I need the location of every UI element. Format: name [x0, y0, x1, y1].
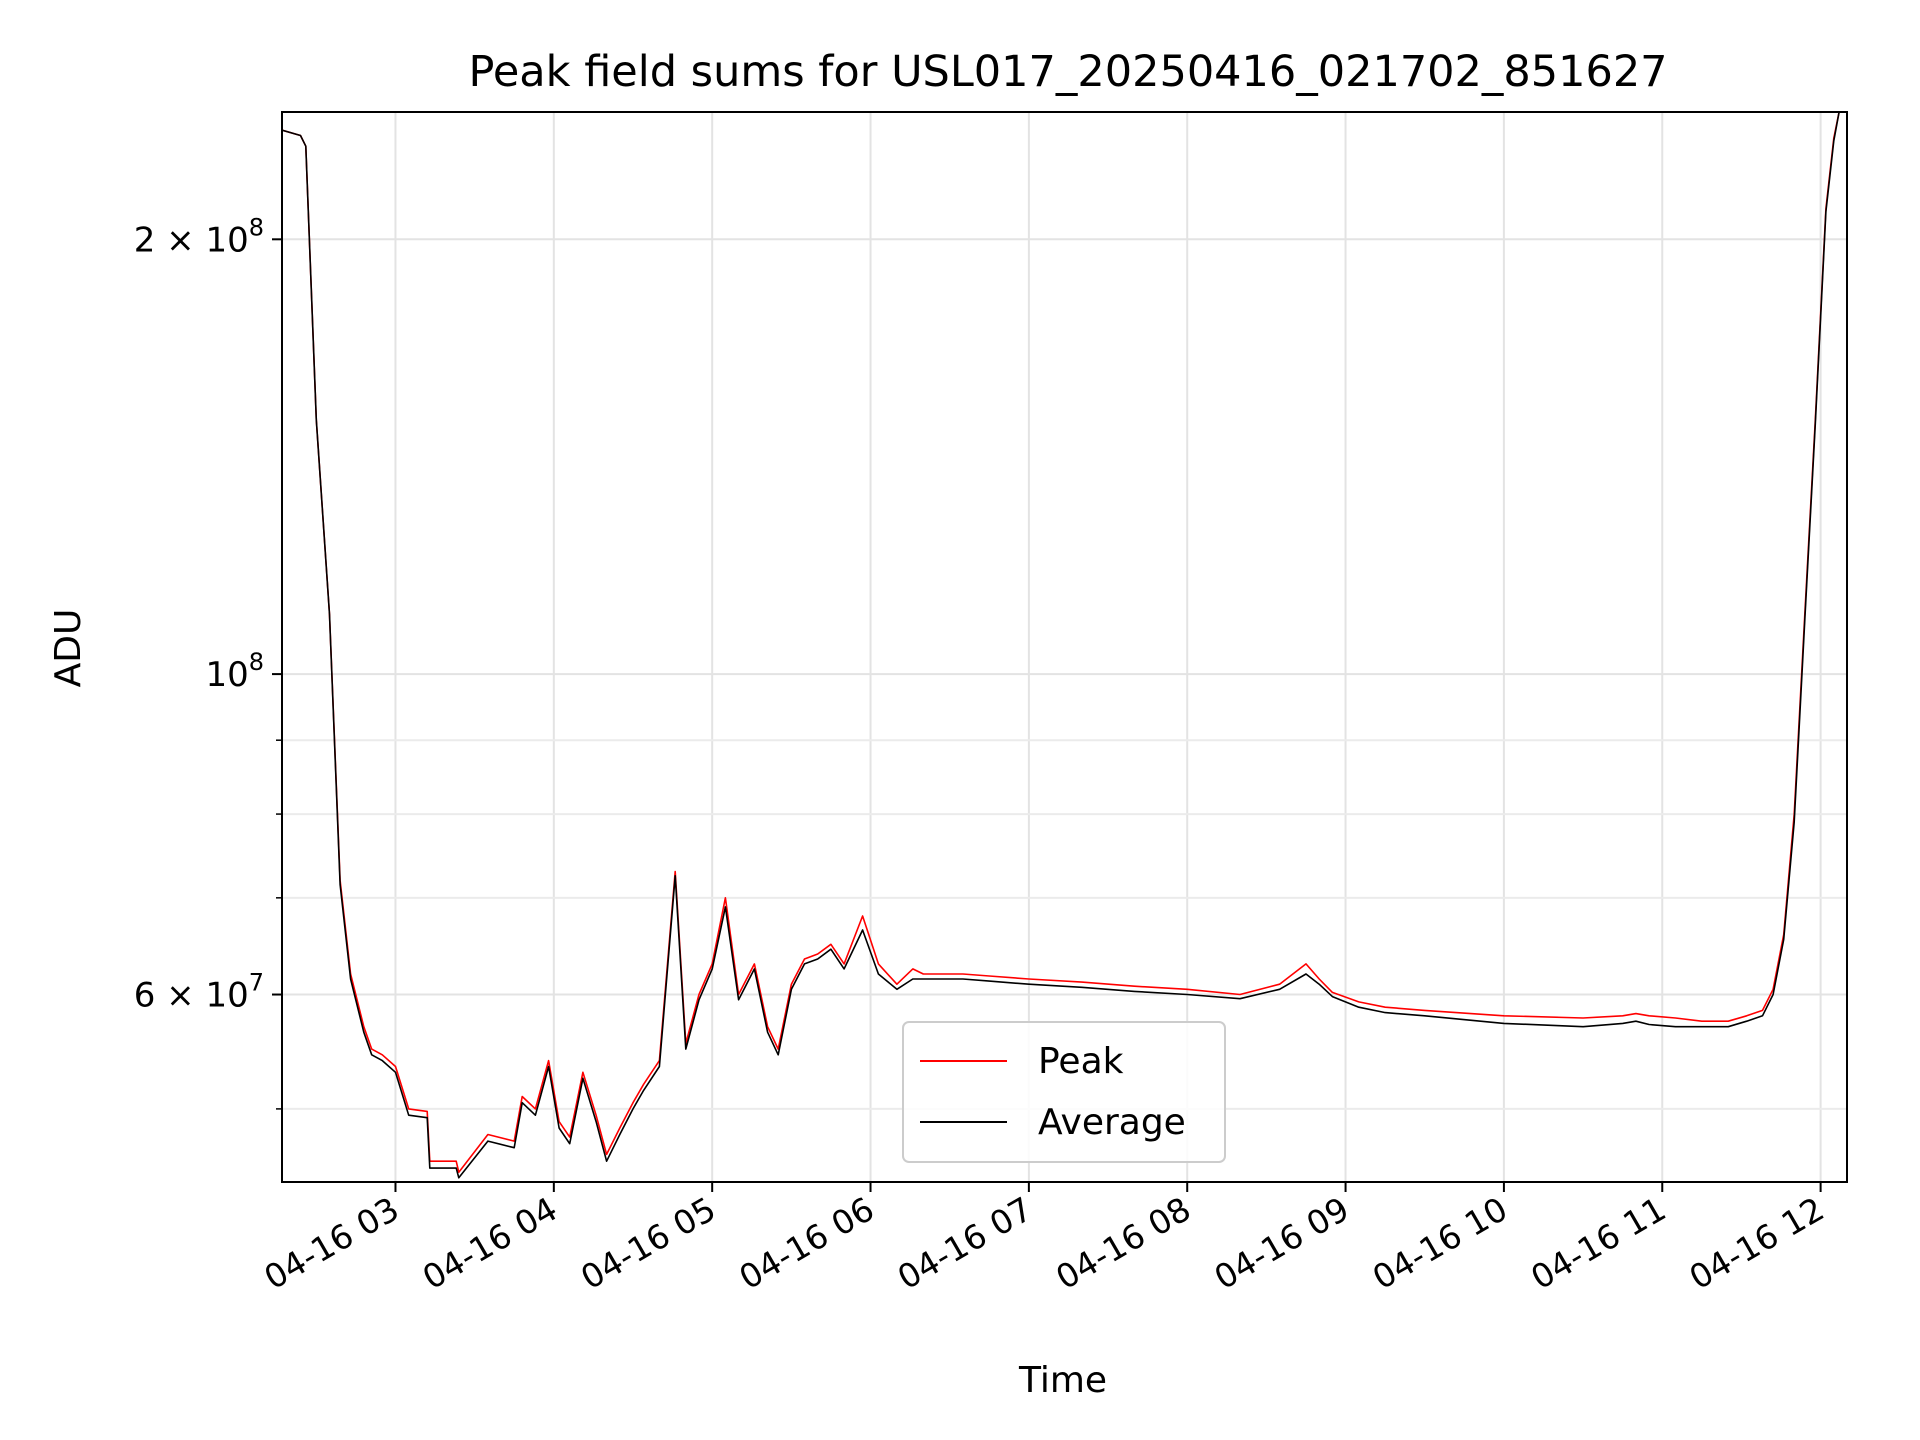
y-tick-label-exponent: 8 — [249, 648, 264, 676]
y-tick-label-base: 2 × 10 — [134, 220, 249, 260]
plot-frame — [281, 111, 1848, 1183]
series-line-peak — [282, 112, 1840, 1173]
legend-label-average: Average — [1038, 1102, 1186, 1143]
y-tick-label-base: 10 — [205, 655, 248, 695]
y-tick-label: 2 × 108 — [134, 213, 264, 260]
y-axis-label: ADU — [48, 609, 89, 688]
legend-box — [902, 1021, 1226, 1163]
series-layer — [282, 112, 1840, 1179]
legend: Peak Average — [902, 1021, 1226, 1163]
chart-title: Peak field sums for USL017_20250416_0217… — [468, 47, 1667, 97]
y-tick-label: 6 × 107 — [134, 969, 264, 1016]
y-tick-label-base: 6 × 10 — [134, 976, 249, 1016]
legend-label-peak: Peak — [1038, 1041, 1124, 1082]
x-axis-label: Time — [1018, 1360, 1107, 1401]
series-line-average — [282, 112, 1840, 1179]
y-tick-label: 108 — [205, 648, 264, 695]
y-tick-label-exponent: 7 — [249, 969, 264, 997]
y-tick-label-exponent: 8 — [249, 213, 264, 241]
